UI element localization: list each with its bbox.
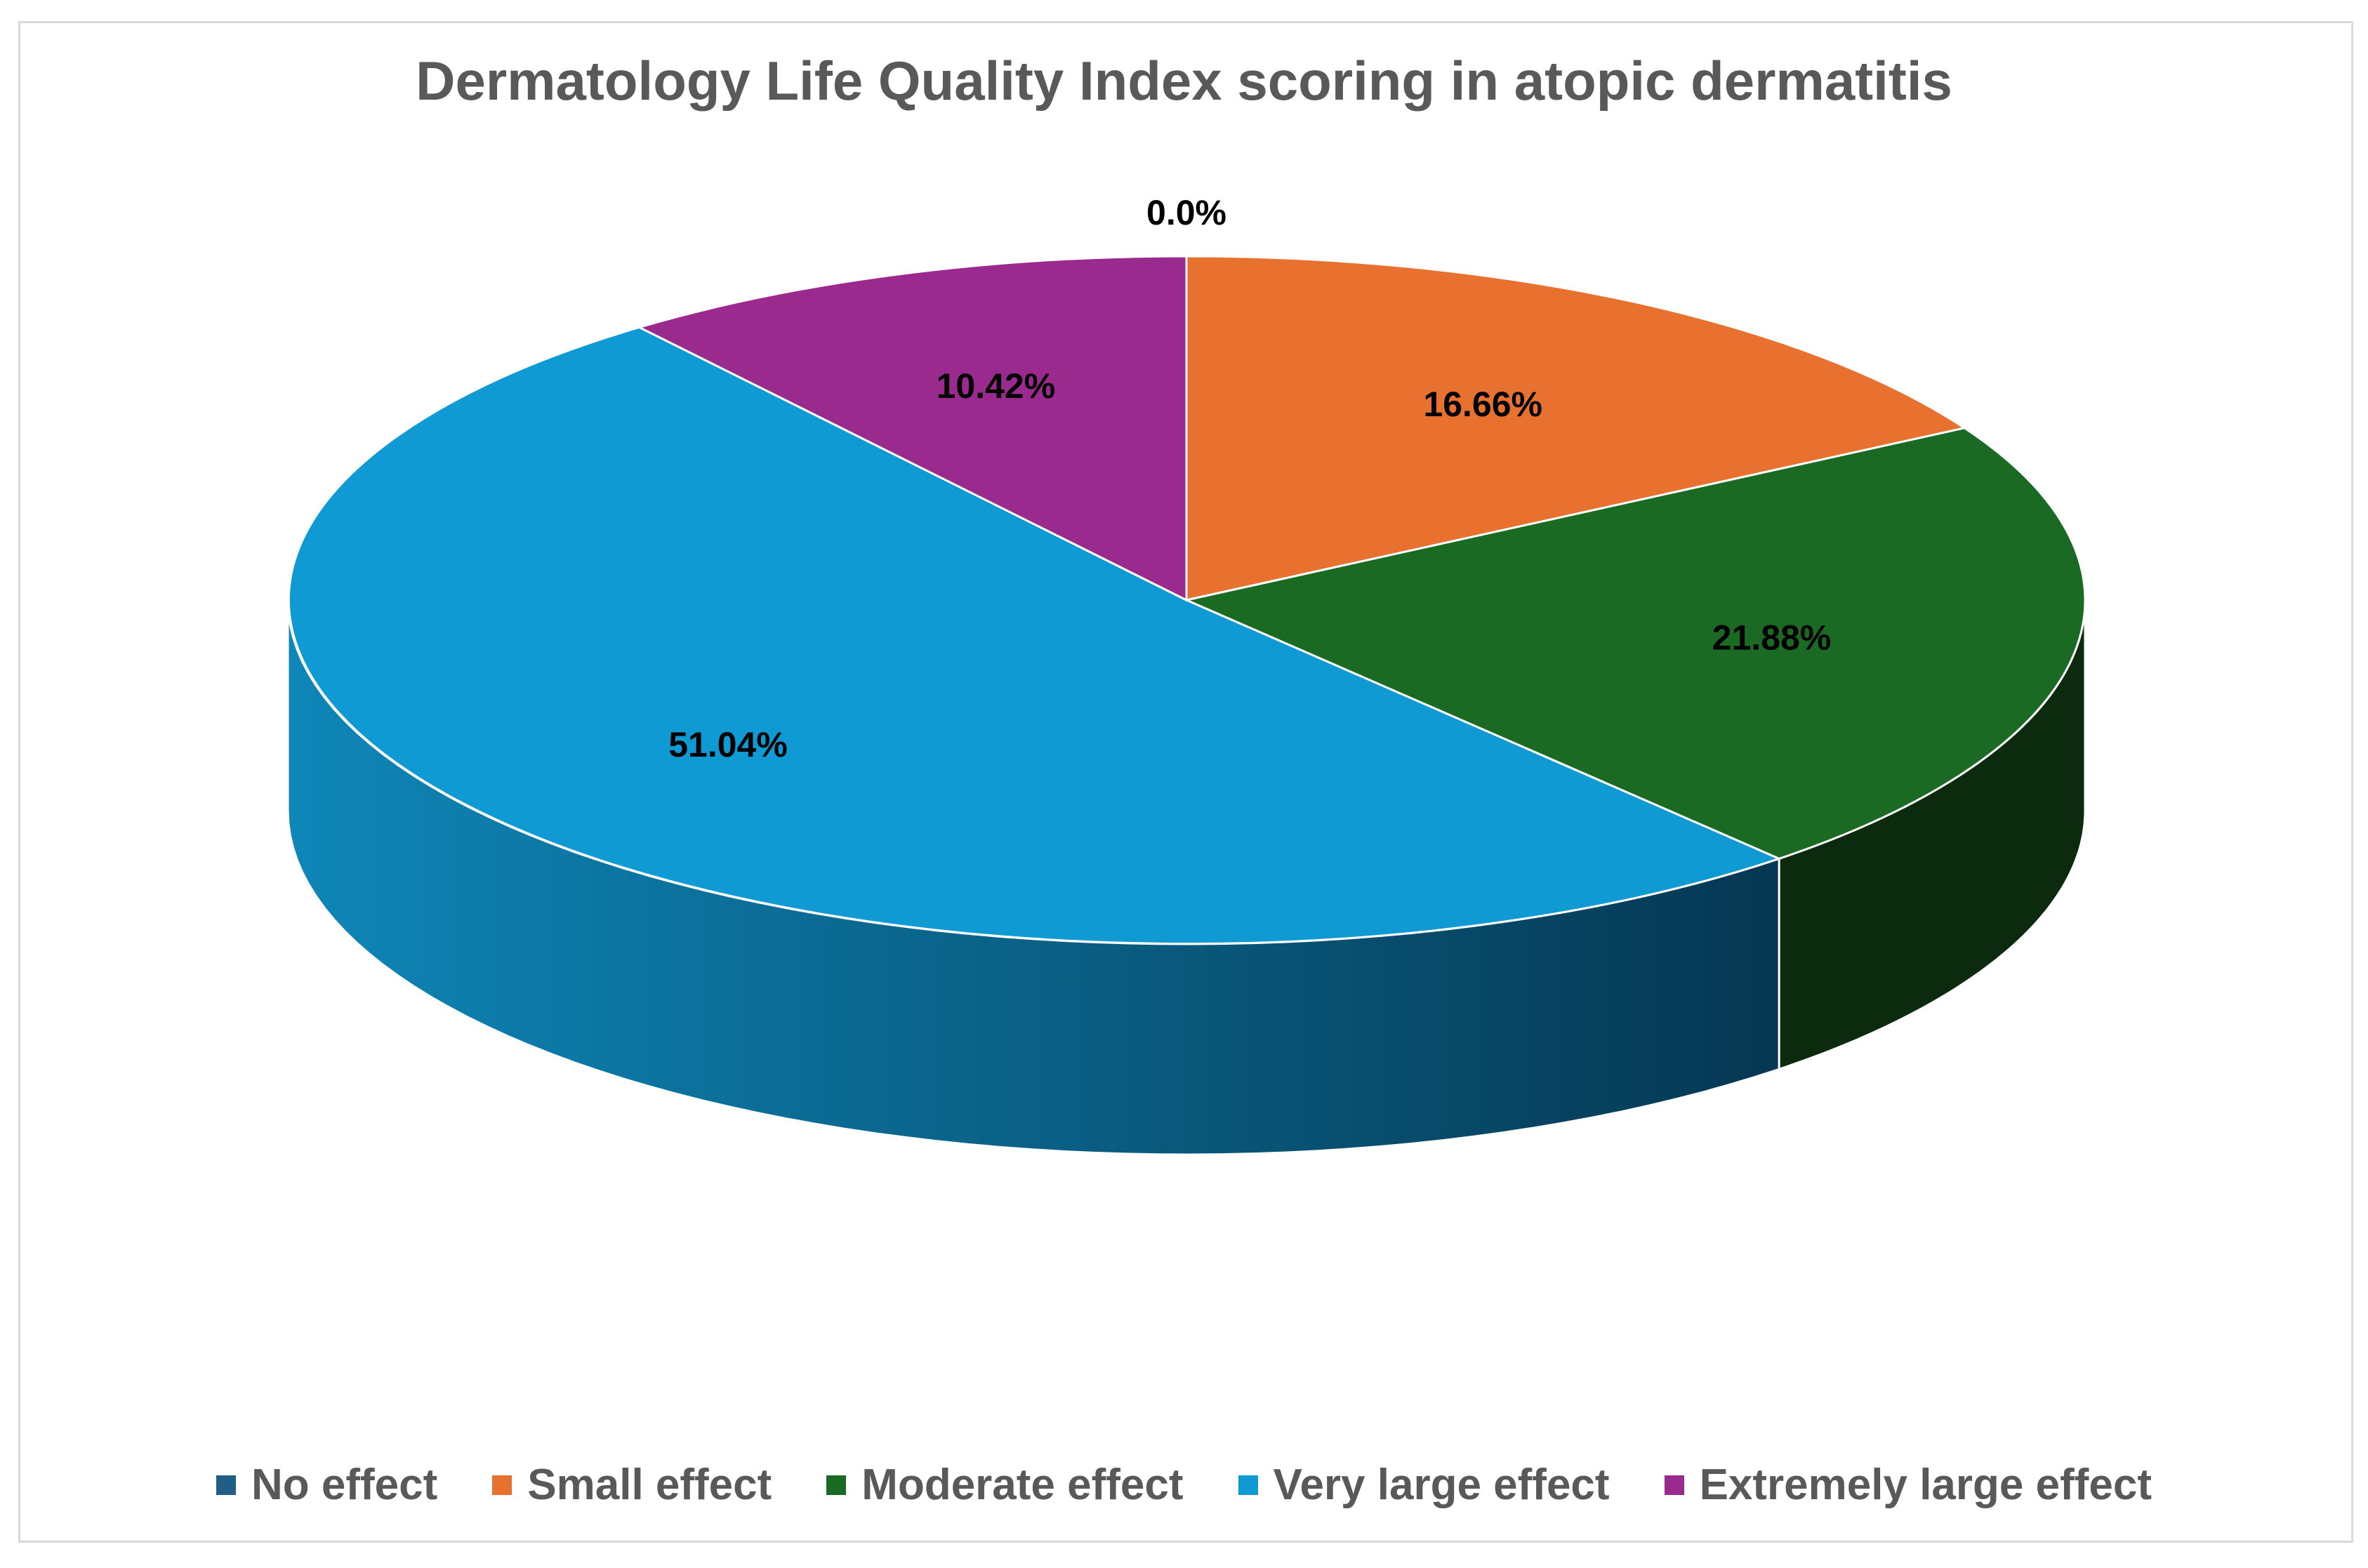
data-label-very-large-effect: 51.04% [668,725,788,764]
legend-item-very-large-effect: Very large effect [1238,1460,1610,1510]
legend-label: Moderate effect [861,1461,1184,1509]
legend-swatch [826,1475,847,1495]
pie-slice-moderate-effect [1183,427,2086,861]
pie-data-labels: 0.0% 16.66% 21.88% 51.04% 10.42% [668,193,1831,764]
data-label-moderate-effect: 21.88% [1712,618,1832,658]
legend-label: No effect [251,1461,438,1509]
legend-label: Very large effect [1273,1461,1610,1509]
legend: No effect Small effect Moderate effect Very… [0,1460,2368,1510]
legend-item-extremely-large-effect: Extremely large effect [1664,1460,2152,1510]
legend-label: Small effect [527,1461,772,1509]
pie-slice-extremely-large-effect [636,255,1188,602]
legend-swatch [216,1475,236,1495]
pie-slice-small-effect [1185,255,1967,602]
data-label-extremely-large-effect: 10.42% [937,366,1056,406]
pie-top-face [287,255,2086,945]
legend-label: Extremely large effect [1699,1461,2152,1509]
legend-item-small-effect: Small effect [492,1460,772,1510]
data-label-no-effect: 0.0% [1146,193,1226,232]
legend-item-moderate-effect: Moderate effect [826,1460,1184,1510]
legend-swatch [1238,1475,1258,1495]
legend-item-no-effect: No effect [216,1460,437,1510]
legend-swatch [492,1475,512,1495]
data-label-small-effect: 16.66% [1423,385,1542,424]
pie-slice-very-large-effect [287,326,1782,945]
chart-title: Dermatology Life Quality Index scoring i… [416,50,1952,112]
legend-swatch [1664,1475,1684,1495]
